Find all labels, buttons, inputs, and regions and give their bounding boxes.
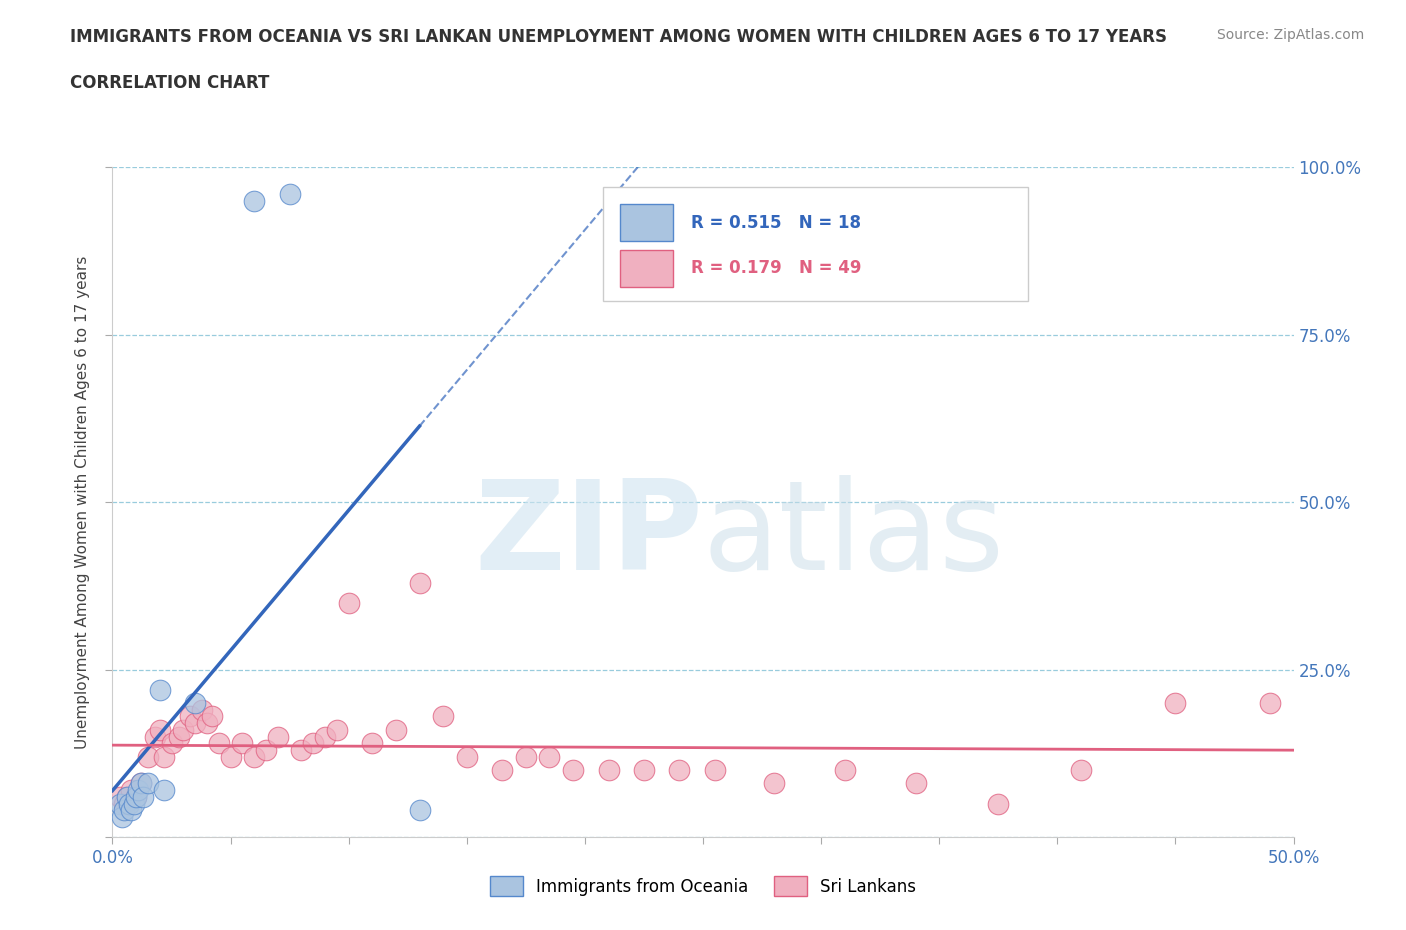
Point — [1164, 696, 1187, 711]
Point — [195, 716, 218, 731]
Point — [337, 595, 360, 610]
Point — [184, 696, 207, 711]
Point — [125, 790, 148, 804]
Point — [115, 790, 138, 804]
Point — [598, 763, 620, 777]
Point — [408, 803, 430, 817]
Point — [267, 729, 290, 744]
Point — [149, 683, 172, 698]
Point — [120, 783, 142, 798]
Point — [1258, 696, 1281, 711]
Point — [201, 709, 224, 724]
Point — [153, 783, 176, 798]
Point — [108, 796, 131, 811]
Legend: Immigrants from Oceania, Sri Lankans: Immigrants from Oceania, Sri Lankans — [484, 870, 922, 902]
Point — [243, 193, 266, 208]
Point — [538, 750, 561, 764]
Point — [219, 750, 242, 764]
Point — [254, 742, 277, 757]
Point — [408, 575, 430, 590]
Text: ZIP: ZIP — [474, 475, 703, 596]
Point — [191, 702, 214, 717]
Text: Source: ZipAtlas.com: Source: ZipAtlas.com — [1216, 28, 1364, 42]
Point — [834, 763, 856, 777]
Point — [633, 763, 655, 777]
Point — [153, 750, 176, 764]
Point — [184, 716, 207, 731]
Point — [515, 750, 537, 764]
Point — [231, 736, 253, 751]
FancyBboxPatch shape — [603, 188, 1028, 301]
Point — [904, 776, 927, 790]
Point — [762, 776, 785, 790]
Point — [456, 750, 478, 764]
Point — [167, 729, 190, 744]
Point — [112, 803, 135, 817]
Text: IMMIGRANTS FROM OCEANIA VS SRI LANKAN UNEMPLOYMENT AMONG WOMEN WITH CHILDREN AGE: IMMIGRANTS FROM OCEANIA VS SRI LANKAN UN… — [70, 28, 1167, 46]
Point — [115, 790, 138, 804]
Point — [143, 729, 166, 744]
Point — [243, 750, 266, 764]
Point — [326, 723, 349, 737]
Point — [111, 809, 134, 824]
Point — [302, 736, 325, 751]
Point — [491, 763, 513, 777]
Point — [987, 796, 1010, 811]
Point — [172, 723, 194, 737]
Point — [1070, 763, 1092, 777]
Point — [129, 776, 152, 790]
Point — [290, 742, 312, 757]
Point — [179, 709, 201, 724]
Point — [125, 790, 148, 804]
Point — [668, 763, 690, 777]
FancyBboxPatch shape — [620, 250, 673, 286]
Text: R = 0.179   N = 49: R = 0.179 N = 49 — [692, 259, 862, 277]
Point — [562, 763, 585, 777]
Point — [432, 709, 454, 724]
Point — [129, 776, 152, 790]
Point — [361, 736, 384, 751]
Point — [120, 803, 142, 817]
Point — [314, 729, 336, 744]
Point — [278, 187, 301, 202]
Point — [160, 736, 183, 751]
Point — [149, 723, 172, 737]
Point — [136, 776, 159, 790]
Point — [112, 796, 135, 811]
Point — [118, 796, 141, 811]
Point — [108, 790, 131, 804]
Point — [703, 763, 725, 777]
Y-axis label: Unemployment Among Women with Children Ages 6 to 17 years: Unemployment Among Women with Children A… — [75, 256, 90, 749]
Text: CORRELATION CHART: CORRELATION CHART — [70, 74, 270, 92]
FancyBboxPatch shape — [620, 205, 673, 241]
Point — [132, 790, 155, 804]
Point — [208, 736, 231, 751]
Point — [127, 783, 149, 798]
Point — [136, 750, 159, 764]
Point — [385, 723, 408, 737]
Text: R = 0.515   N = 18: R = 0.515 N = 18 — [692, 214, 862, 232]
Point — [122, 796, 145, 811]
Text: atlas: atlas — [703, 475, 1005, 596]
